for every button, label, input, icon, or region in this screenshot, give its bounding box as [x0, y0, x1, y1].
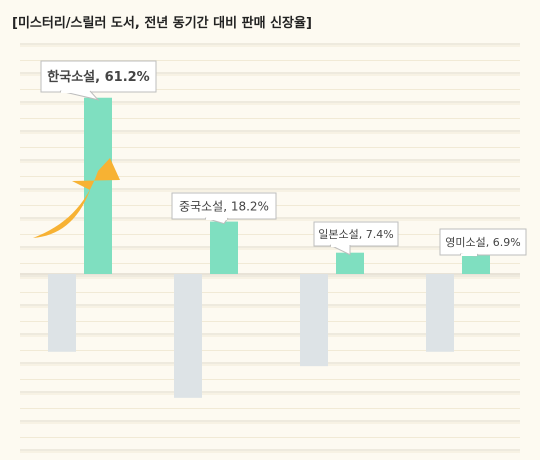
- callout-box: [40, 60, 157, 93]
- data-label-callout-2: 중국소설, 18.2%: [171, 192, 277, 225]
- data-label: 한국소설, 61.2%: [47, 69, 149, 85]
- bar-previous-2: [174, 274, 202, 398]
- data-label-callout-3: 일본소설, 7.4%: [313, 221, 399, 256]
- callout-pointer: [59, 90, 100, 101]
- callout-box: [171, 192, 277, 220]
- data-label-callout-4: 영미소설, 6.9%: [439, 228, 527, 257]
- growth-arrow-icon: [33, 158, 120, 238]
- bar-previous-4: [426, 274, 454, 352]
- bar-previous-3: [300, 274, 328, 367]
- data-label: 영미소설, 6.9%: [445, 236, 520, 249]
- data-label: 일본소설, 7.4%: [318, 227, 393, 241]
- bar-growth-3: [336, 252, 364, 274]
- data-label: 중국소설, 18.2%: [179, 199, 269, 213]
- chart-title: [미스터리/스릴러 도서, 전년 동기간 대비 판매 신장율]: [12, 16, 312, 31]
- callout-box: [313, 221, 399, 247]
- callout-pointer: [329, 244, 351, 256]
- bar-growth-2: [210, 221, 238, 274]
- callout-box: [439, 228, 527, 256]
- bar-growth-4: [462, 254, 490, 274]
- bar-previous-1: [48, 274, 76, 352]
- data-label-callout-1: 한국소설, 61.2%: [40, 60, 157, 101]
